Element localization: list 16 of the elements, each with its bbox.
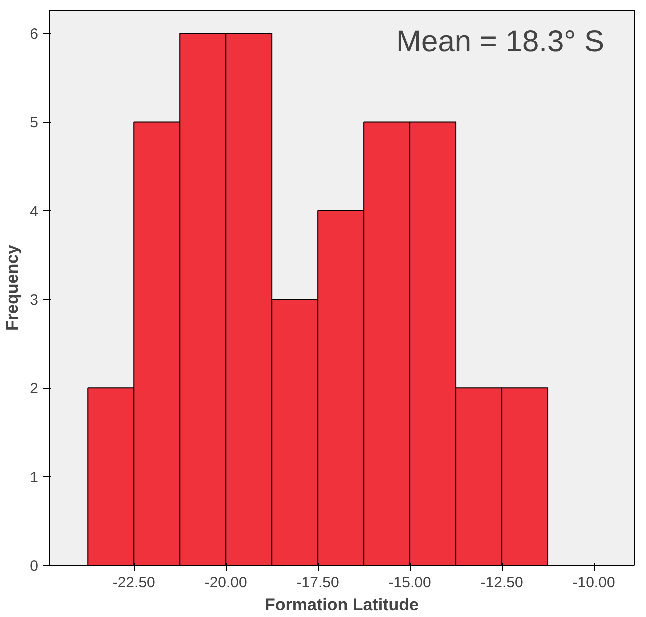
y-axis-title: Frequency xyxy=(3,244,22,331)
y-tick-label: 2 xyxy=(30,380,38,398)
annotation: Mean = 18.3° S xyxy=(396,26,605,58)
x-tick-label: -20.00 xyxy=(204,574,248,592)
x-axis-title: Formation Latitude xyxy=(265,596,419,614)
y-tick-label: 3 xyxy=(30,292,38,310)
y-tick-label: 5 xyxy=(30,114,38,132)
x-tick-label: -15.00 xyxy=(388,574,432,592)
y-tick-label: 0 xyxy=(30,558,38,575)
y-tick-label: 6 xyxy=(30,26,38,44)
x-tick-label: -17.50 xyxy=(296,574,340,592)
x-tick-label: -22.50 xyxy=(112,574,156,592)
x-tick-label: -10.00 xyxy=(572,574,616,592)
x-tick-label: -12.50 xyxy=(480,574,524,592)
y-tick-label: 4 xyxy=(30,203,38,220)
y-tick-label: 1 xyxy=(30,469,38,486)
